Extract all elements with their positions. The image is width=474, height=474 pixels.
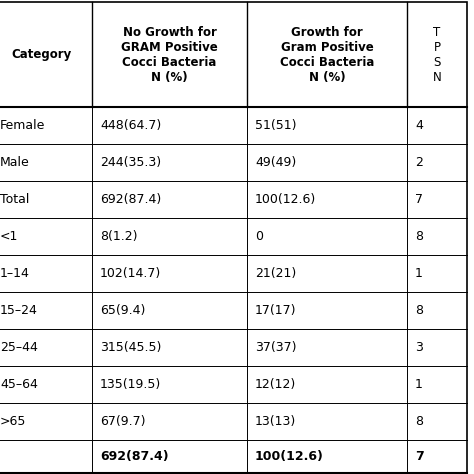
Text: 17(17): 17(17) — [255, 304, 297, 317]
Text: 8(1.2): 8(1.2) — [100, 230, 137, 243]
Text: Total: Total — [0, 193, 29, 206]
Text: 8: 8 — [415, 304, 423, 317]
Text: 135(19.5): 135(19.5) — [100, 378, 161, 391]
Text: 2: 2 — [415, 156, 423, 169]
Text: 692(87.4): 692(87.4) — [100, 450, 169, 463]
Text: 8: 8 — [415, 415, 423, 428]
Text: 12(12): 12(12) — [255, 378, 296, 391]
Text: 315(45.5): 315(45.5) — [100, 341, 161, 354]
Text: Female: Female — [0, 119, 46, 132]
Text: 244(35.3): 244(35.3) — [100, 156, 161, 169]
Text: 448(64.7): 448(64.7) — [100, 119, 161, 132]
Text: 45–64: 45–64 — [0, 378, 38, 391]
Text: 1: 1 — [415, 267, 423, 280]
Text: 67(9.7): 67(9.7) — [100, 415, 146, 428]
Text: 8: 8 — [415, 230, 423, 243]
Text: 3: 3 — [415, 341, 423, 354]
Text: T
P
S
N: T P S N — [433, 26, 441, 83]
Text: 102(14.7): 102(14.7) — [100, 267, 161, 280]
Text: 21(21): 21(21) — [255, 267, 296, 280]
Text: 65(9.4): 65(9.4) — [100, 304, 146, 317]
Text: >65: >65 — [0, 415, 27, 428]
Text: Growth for
Gram Positive
Cocci Bacteria
N (%): Growth for Gram Positive Cocci Bacteria … — [280, 26, 374, 83]
Text: 49(49): 49(49) — [255, 156, 296, 169]
Text: 13(13): 13(13) — [255, 415, 296, 428]
Text: 7: 7 — [415, 450, 424, 463]
Text: <1: <1 — [0, 230, 18, 243]
Text: 100(12.6): 100(12.6) — [255, 450, 324, 463]
Text: 7: 7 — [415, 193, 423, 206]
Text: Male: Male — [0, 156, 30, 169]
Text: 1–14: 1–14 — [0, 267, 30, 280]
Text: 37(37): 37(37) — [255, 341, 297, 354]
Text: 51(51): 51(51) — [255, 119, 297, 132]
Text: 25–44: 25–44 — [0, 341, 38, 354]
Text: 4: 4 — [415, 119, 423, 132]
Text: No Growth for
GRAM Positive
Cocci Bacteria
N (%): No Growth for GRAM Positive Cocci Bacter… — [121, 26, 218, 83]
Text: 100(12.6): 100(12.6) — [255, 193, 316, 206]
Text: 0: 0 — [255, 230, 263, 243]
Text: Category: Category — [12, 48, 72, 61]
Text: 15–24: 15–24 — [0, 304, 38, 317]
Text: 692(87.4): 692(87.4) — [100, 193, 161, 206]
Text: 1: 1 — [415, 378, 423, 391]
